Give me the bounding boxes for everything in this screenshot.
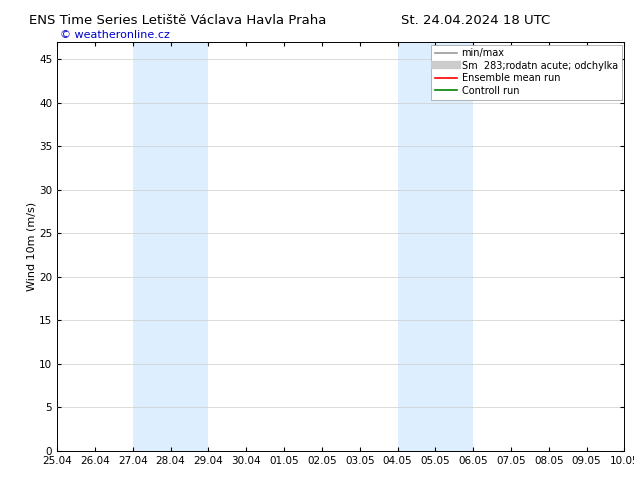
- Legend: min/max, Sm  283;rodatn acute; odchylka, Ensemble mean run, Controll run: min/max, Sm 283;rodatn acute; odchylka, …: [431, 45, 621, 99]
- Y-axis label: Wind 10m (m/s): Wind 10m (m/s): [26, 202, 36, 291]
- Bar: [398, 42, 473, 451]
- Bar: [133, 42, 209, 451]
- Text: ENS Time Series Letiště Václava Havla Praha: ENS Time Series Letiště Václava Havla Pr…: [29, 14, 327, 27]
- Text: St. 24.04.2024 18 UTC: St. 24.04.2024 18 UTC: [401, 14, 550, 27]
- Text: © weatheronline.cz: © weatheronline.cz: [60, 29, 170, 40]
